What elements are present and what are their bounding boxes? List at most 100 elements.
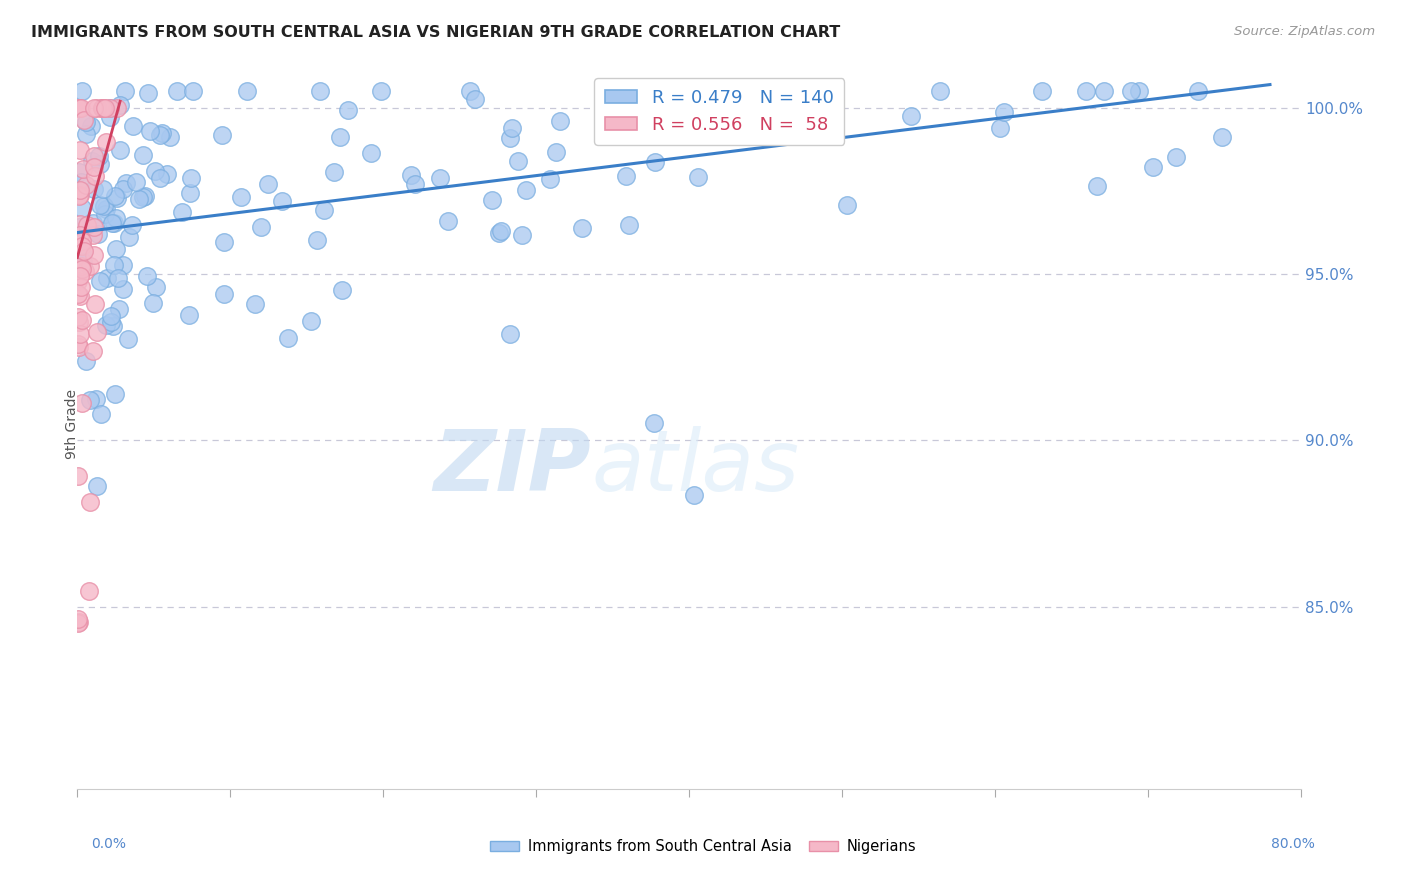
Point — [499, 327, 522, 342]
Point — [399, 168, 422, 182]
Point — [93, 101, 115, 115]
Text: Source: ZipAtlas.com: Source: ZipAtlas.com — [1234, 25, 1375, 38]
Point — [77, 583, 100, 598]
Point — [249, 219, 271, 234]
Point — [83, 149, 105, 163]
Point — [105, 211, 128, 225]
Point — [98, 110, 121, 124]
Point — [128, 192, 150, 206]
Point — [91, 182, 114, 196]
Point — [93, 199, 115, 213]
Point — [83, 248, 105, 262]
Point — [929, 84, 952, 98]
Point — [103, 258, 125, 272]
Point — [111, 258, 134, 272]
Point — [156, 167, 179, 181]
Text: 0.0%: 0.0% — [91, 837, 127, 851]
Point — [125, 175, 148, 189]
Point — [67, 165, 90, 179]
Point — [114, 84, 136, 98]
Point — [84, 296, 107, 310]
Point — [72, 161, 94, 176]
Point — [1092, 84, 1115, 98]
Point — [181, 84, 204, 98]
Point — [70, 246, 93, 260]
Point — [481, 193, 503, 207]
Point — [1211, 130, 1233, 145]
Point — [83, 160, 105, 174]
Point — [132, 147, 155, 161]
Point — [82, 228, 104, 243]
Point — [458, 84, 481, 98]
Point — [76, 219, 98, 233]
Point — [544, 145, 567, 159]
Point — [107, 270, 129, 285]
Point — [1031, 84, 1053, 98]
Point — [91, 101, 114, 115]
Point — [94, 135, 117, 149]
Point — [548, 114, 571, 128]
Point — [86, 392, 108, 406]
Point — [111, 282, 134, 296]
Point — [82, 343, 104, 358]
Point — [66, 310, 89, 324]
Point — [66, 337, 89, 351]
Point — [900, 109, 922, 123]
Point — [86, 478, 108, 492]
Point — [1128, 84, 1150, 98]
Point — [73, 244, 96, 258]
Point — [94, 207, 117, 221]
Point — [682, 488, 704, 502]
Point — [82, 216, 104, 230]
Point — [69, 269, 91, 284]
Point — [69, 326, 91, 341]
Point — [501, 120, 523, 135]
Point — [404, 177, 426, 191]
Point — [80, 153, 103, 168]
Point — [488, 227, 510, 241]
Point — [96, 270, 118, 285]
Point — [115, 176, 138, 190]
Point — [135, 268, 157, 283]
Point — [75, 178, 97, 193]
Point — [489, 224, 512, 238]
Point — [117, 332, 139, 346]
Point — [70, 201, 93, 215]
Point — [149, 170, 172, 185]
Point — [150, 127, 173, 141]
Point — [1076, 84, 1098, 98]
Point — [330, 283, 353, 297]
Point — [89, 198, 111, 212]
Point — [107, 301, 129, 316]
Point — [90, 407, 112, 421]
Point — [80, 119, 103, 133]
Point — [118, 230, 141, 244]
Point — [67, 101, 90, 115]
Point — [69, 143, 91, 157]
Point — [94, 318, 117, 332]
Point — [66, 275, 89, 289]
Point — [69, 217, 91, 231]
Point — [312, 203, 335, 218]
Point — [70, 84, 93, 98]
Point — [67, 468, 90, 483]
Point — [643, 417, 665, 431]
Point — [67, 616, 90, 631]
Point — [69, 175, 91, 189]
Point — [172, 205, 194, 219]
Point — [1119, 84, 1142, 98]
Point — [70, 239, 93, 253]
Point — [84, 169, 107, 183]
Point — [79, 259, 101, 273]
Point — [91, 101, 114, 115]
Point — [121, 219, 143, 233]
Point — [510, 227, 533, 242]
Point — [688, 169, 710, 184]
Point — [271, 194, 294, 208]
Point — [108, 98, 131, 112]
Point — [139, 124, 162, 138]
Point — [1142, 160, 1164, 174]
Point — [307, 233, 329, 247]
Point — [67, 340, 90, 354]
Point — [100, 216, 122, 230]
